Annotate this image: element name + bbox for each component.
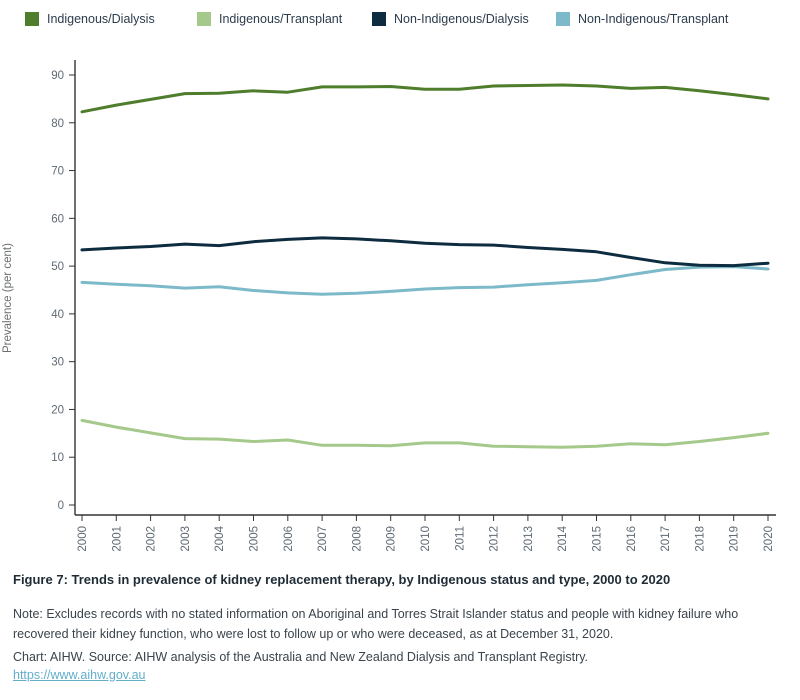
aihw-link[interactable]: https://www.aihw.gov.au bbox=[13, 668, 146, 682]
x-tick-label: 2018 bbox=[694, 526, 706, 552]
legend-item-non-indigenous-transplant[interactable]: Non-Indigenous/Transplant bbox=[556, 12, 728, 26]
x-tick-label: 2020 bbox=[763, 526, 775, 552]
x-tick-label: 2000 bbox=[77, 526, 89, 552]
y-tick-label: 80 bbox=[51, 118, 64, 130]
x-tick-label: 2015 bbox=[592, 526, 604, 552]
chart-legend: Indigenous/Dialysis Indigenous/Transplan… bbox=[0, 0, 800, 38]
y-tick-label: 40 bbox=[51, 309, 64, 321]
y-tick-label: 50 bbox=[51, 261, 64, 273]
x-tick-label: 2002 bbox=[146, 526, 158, 552]
legend-label: Indigenous/Transplant bbox=[219, 12, 343, 26]
x-tick-label: 2016 bbox=[626, 526, 638, 552]
figure-caption: Figure 7: Trends in prevalence of kidney… bbox=[13, 572, 671, 587]
x-tick-label: 2010 bbox=[420, 526, 432, 552]
series-line-3 bbox=[80, 265, 770, 296]
x-tick-label: 2017 bbox=[660, 526, 672, 552]
x-tick-label: 2003 bbox=[180, 526, 192, 552]
y-tick-label: 90 bbox=[51, 70, 64, 82]
legend-item-indigenous-transplant[interactable]: Indigenous/Transplant bbox=[197, 12, 342, 26]
legend-label: Non-Indigenous/Transplant bbox=[578, 12, 729, 26]
legend-item-indigenous-dialysis[interactable]: Indigenous/Dialysis bbox=[25, 12, 155, 26]
legend-swatch-icon bbox=[25, 12, 39, 26]
x-tick-label: 2013 bbox=[523, 526, 535, 552]
line-chart-plot: 0 10 20 30 40 50 60 70 80 90 2000 2001 2002 2003 2004 2… bbox=[51, 60, 776, 552]
y-tick-label: 30 bbox=[51, 357, 64, 369]
x-tick-label: 2008 bbox=[351, 526, 363, 552]
series-line-1 bbox=[80, 418, 770, 449]
x-tick-label: 2004 bbox=[214, 525, 226, 551]
series-line-2 bbox=[80, 236, 770, 268]
figure-note: Note: Excludes records with no stated in… bbox=[13, 607, 739, 641]
y-tick-label: 70 bbox=[51, 166, 64, 178]
x-tick-label: 2012 bbox=[489, 526, 501, 552]
x-tick-label: 2014 bbox=[557, 525, 569, 551]
x-tick-label: 2005 bbox=[249, 526, 261, 552]
legend-swatch-icon bbox=[197, 12, 211, 26]
x-tick-label: 2019 bbox=[729, 526, 741, 552]
x-tick-label: 2009 bbox=[386, 526, 398, 552]
y-tick-label: 20 bbox=[51, 404, 64, 416]
x-tick-label: 2001 bbox=[111, 526, 123, 552]
series-line-0 bbox=[80, 83, 770, 114]
legend-swatch-icon bbox=[372, 12, 386, 26]
legend-swatch-icon bbox=[556, 12, 570, 26]
y-tick-label: 60 bbox=[51, 213, 64, 225]
x-tick-label: 2011 bbox=[454, 526, 466, 551]
x-tick-label: 2007 bbox=[317, 526, 329, 552]
y-tick-label: 10 bbox=[51, 452, 64, 464]
legend-item-non-indigenous-dialysis[interactable]: Non-Indigenous/Dialysis bbox=[372, 12, 529, 26]
y-tick-label: 0 bbox=[58, 500, 64, 512]
legend-label: Non-Indigenous/Dialysis bbox=[394, 12, 529, 26]
figure-source: Chart: AIHW. Source: AIHW analysis of th… bbox=[13, 650, 589, 664]
x-tick-label: 2006 bbox=[283, 526, 295, 552]
legend-label: Indigenous/Dialysis bbox=[47, 12, 155, 26]
